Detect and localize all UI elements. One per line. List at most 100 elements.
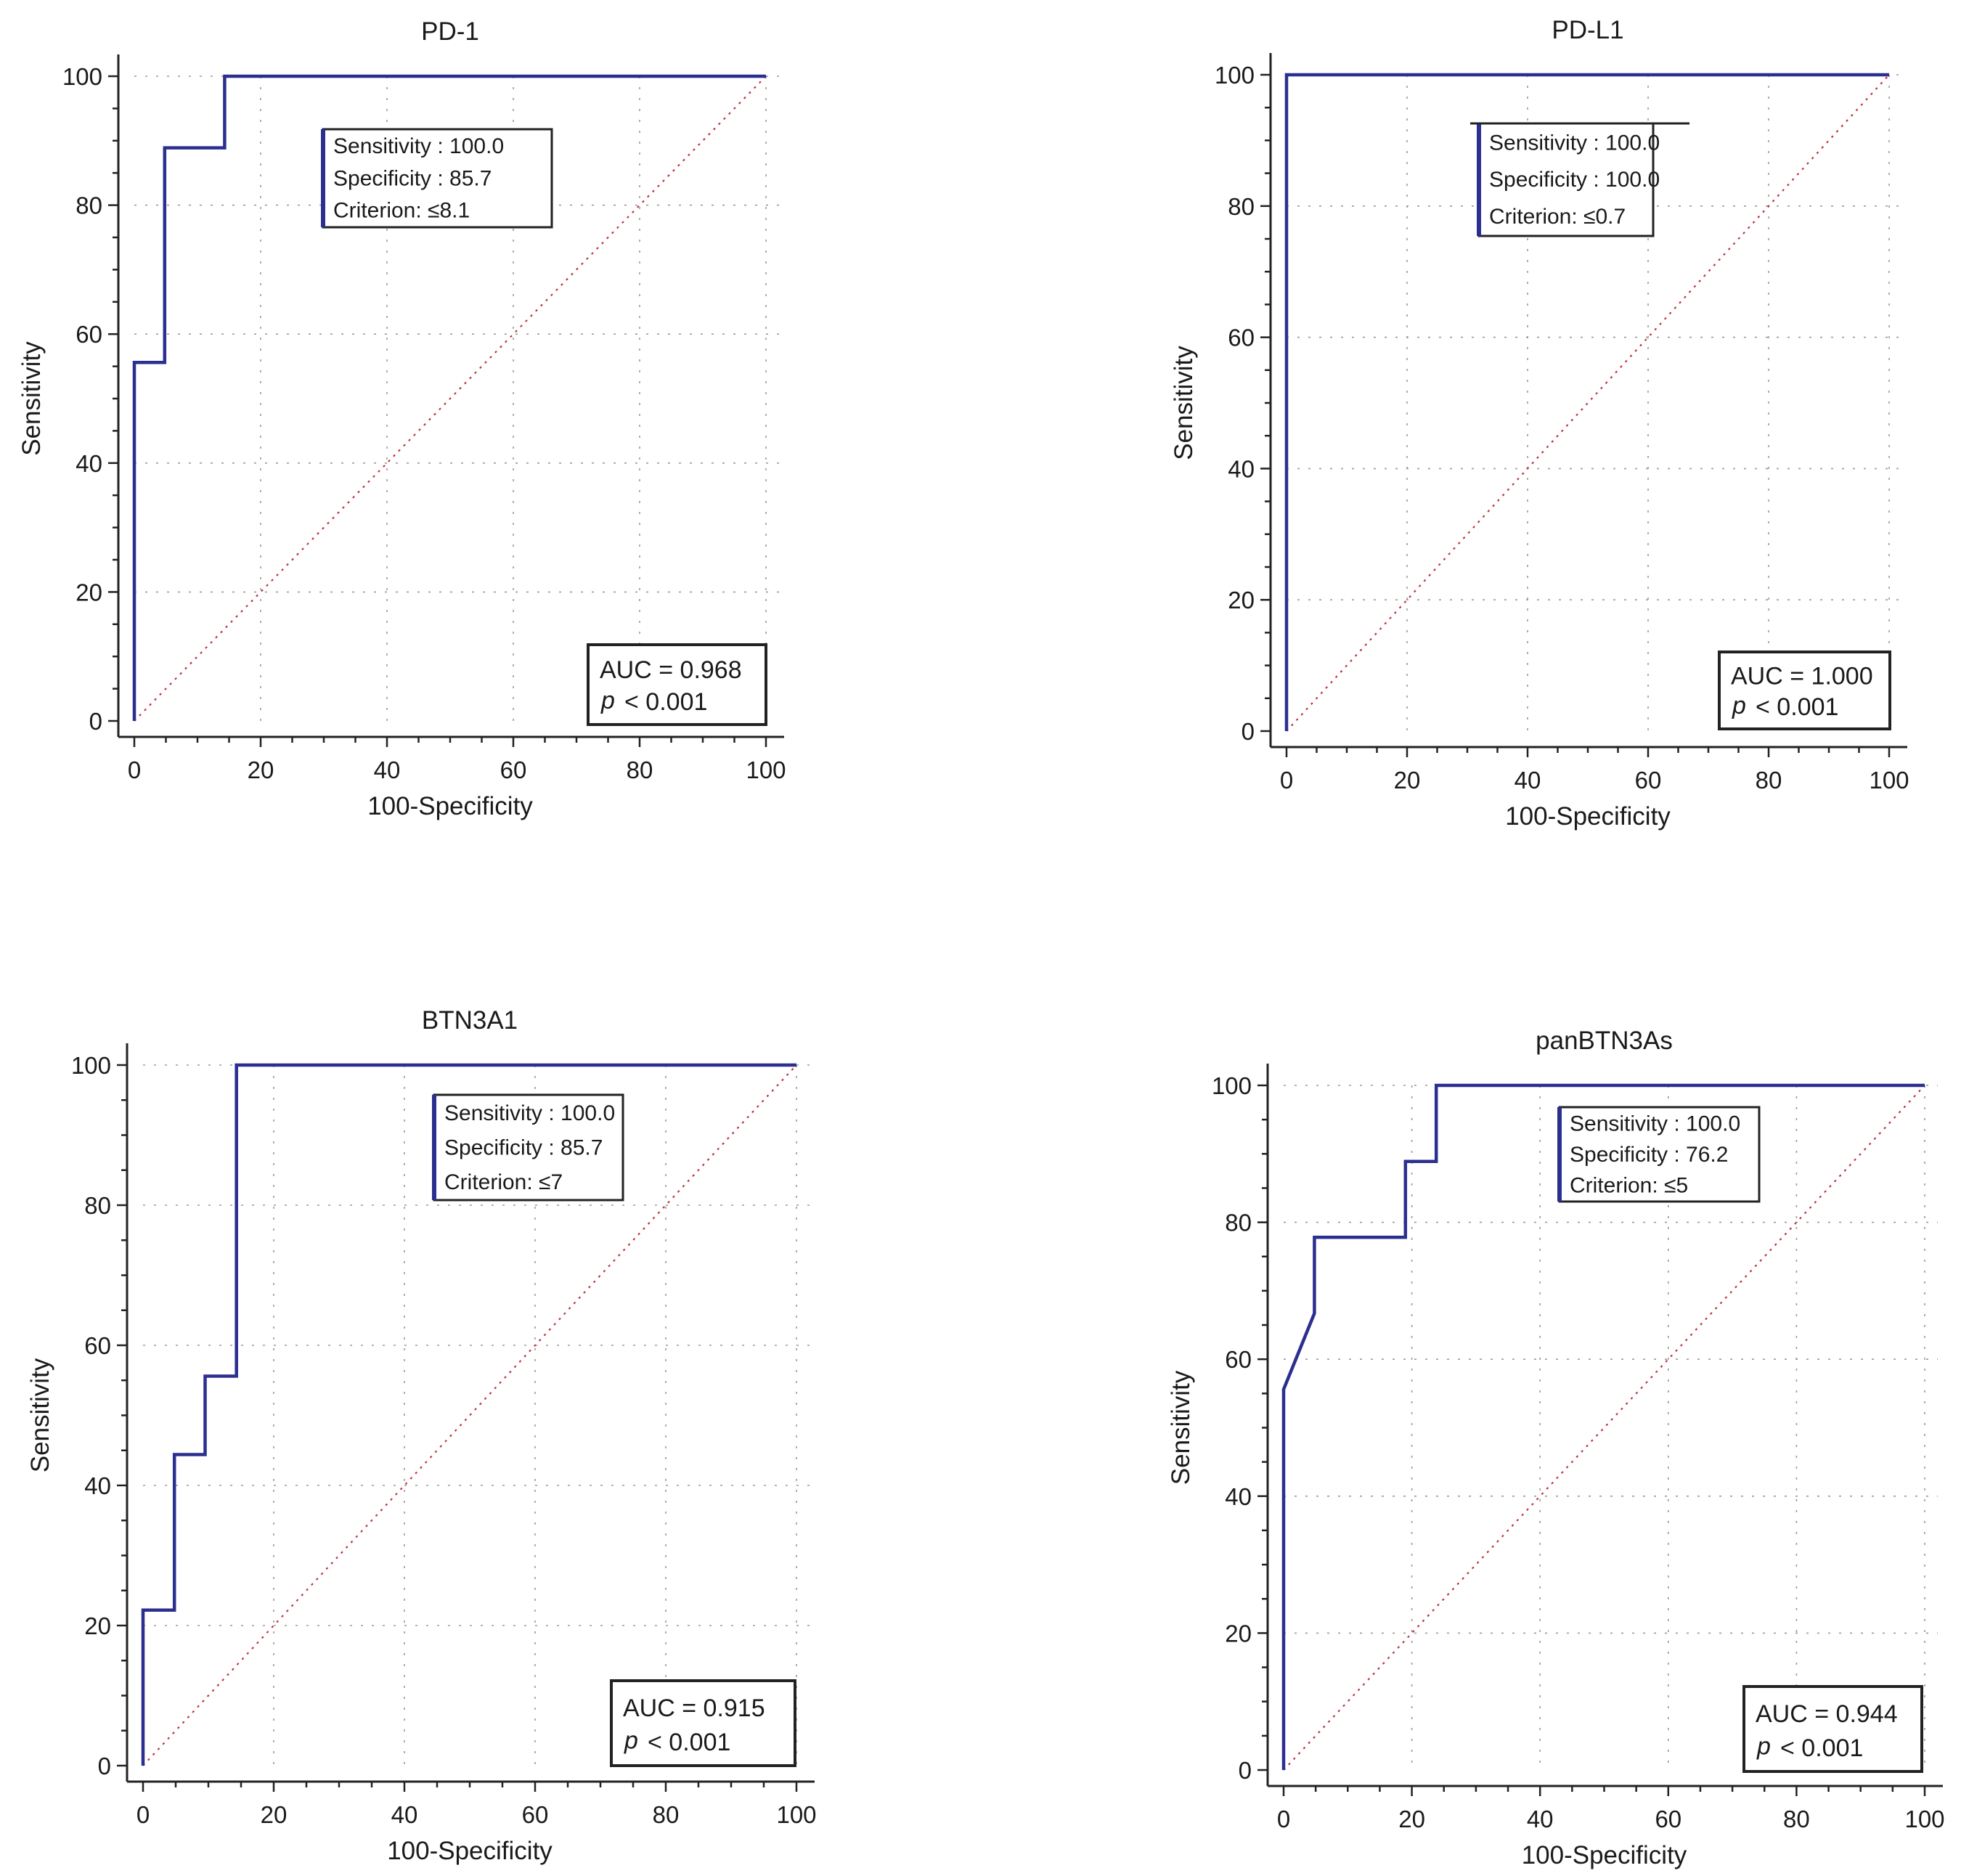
x-axis-label: 100-Specificity [387,1837,553,1865]
auc-value: AUC = 0.968 [600,656,742,684]
auc-value: AUC = 1.000 [1731,663,1873,690]
x-tick-label: 20 [261,1801,288,1828]
auc-box-frame [610,1679,796,1767]
criterion-box-line: Sensitivity : 100.0 [1570,1112,1740,1135]
x-tick-label: 80 [1783,1806,1810,1832]
x-axis-label: 100-Specificity [367,792,533,820]
x-tick-label: 60 [1635,767,1662,794]
criterion-box: Sensitivity : 100.0 Specificity : 100.0 Cr… [1470,122,1689,237]
chart-title: PD-1 [421,17,479,46]
x-axis-label: 100-Specificity [1522,1841,1687,1869]
y-tick-label: 80 [76,192,102,219]
y-tick-label: 20 [1225,1620,1252,1647]
y-tick-label: 0 [1242,718,1255,745]
auc-value: AUC = 0.915 [623,1694,765,1722]
x-tick-label: 60 [1655,1806,1681,1832]
p-symbol: p [624,1727,638,1755]
p-value: < 0.001 [1780,1734,1863,1762]
y-tick-label: 100 [1212,1072,1252,1099]
x-tick-label: 60 [522,1801,549,1828]
y-tick-label: 100 [1215,62,1255,89]
criterion-box-line: Criterion: ≤0.7 [1489,205,1626,229]
y-tick-label: 80 [84,1192,111,1219]
criterion-box-line: Specificity : 100.0 [1489,168,1660,192]
x-tick-label: 100 [776,1801,816,1828]
y-tick-label: 80 [1225,1210,1252,1236]
y-tick-label: 40 [1228,455,1255,482]
x-tick-label: 100 [746,756,786,783]
chart-title: BTN3A1 [422,1006,518,1035]
x-tick-label: 20 [248,756,274,783]
y-tick-label: 20 [84,1612,111,1639]
x-tick-label: 80 [1756,767,1782,794]
chart-title: PD-L1 [1552,16,1623,44]
x-axis-label: 100-Specificity [1505,802,1671,831]
x-tick-label: 100 [1904,1806,1944,1832]
criterion-box-frame [1558,1106,1761,1203]
roc-panel-2: 0 20 40 60 80 100 0 20 40 60 80 100 PD-L1 100-Specifi… [1170,16,1909,831]
y-tick-label: 100 [62,63,102,90]
auc-box: AUC = 0.944 p < 0.001 [1742,1685,1923,1773]
criterion-box-frame [322,128,553,229]
auc-box: AUC = 0.915 p < 0.001 [610,1679,796,1767]
y-tick-label: 0 [98,1753,111,1779]
p-symbol: p [600,687,615,714]
axes: 0 20 40 60 80 100 0 20 40 60 80 100 [71,1043,817,1828]
y-axis-label: Sensitivity [26,1358,54,1472]
criterion-box-line: Criterion: ≤7 [444,1170,563,1194]
criterion-box-line: Specificity : 76.2 [1570,1143,1728,1167]
p-value: < 0.001 [624,688,707,716]
criterion-box-line: Criterion: ≤5 [1570,1174,1688,1198]
y-tick-label: 40 [84,1472,111,1499]
x-tick-label: 0 [1277,1806,1290,1832]
y-tick-label: 0 [1239,1757,1252,1784]
auc-box: AUC = 0.968 p < 0.001 [587,643,767,726]
criterion-box-line: Sensitivity : 100.0 [333,134,504,158]
roc-panel-1: 0 20 40 60 80 100 0 20 40 60 80 100 PD-1 100-Specific… [17,17,786,820]
y-tick-label: 20 [76,579,102,605]
y-tick-label: 80 [1228,193,1255,220]
y-tick-label: 60 [1228,325,1255,351]
y-tick-label: 60 [84,1332,111,1359]
p-value: < 0.001 [648,1729,730,1756]
criterion-box: Sensitivity : 100.0 Specificity : 76.2 Cri… [1557,1106,1761,1203]
x-tick-label: 20 [1398,1806,1425,1832]
axes: 0 20 40 60 80 100 0 20 40 60 80 100 [62,54,786,783]
x-tick-label: 0 [128,756,141,783]
y-tick-label: 0 [89,708,102,735]
y-tick-label: 40 [76,450,102,477]
criterion-box-line: Specificity : 85.7 [444,1135,603,1159]
x-tick-label: 40 [374,756,401,783]
x-tick-label: 80 [653,1801,680,1828]
criterion-box: Sensitivity : 100.0 Specificity : 85.7 Cri… [432,1093,624,1202]
x-tick-label: 80 [627,756,653,783]
x-tick-label: 0 [136,1801,150,1828]
p-symbol: p [1732,692,1746,719]
roc-curve [1281,1083,1925,1770]
criterion-box-line: Sensitivity : 100.0 [1489,131,1660,155]
roc-curve [1284,73,1889,731]
x-tick-label: 40 [391,1801,418,1828]
x-tick-label: 20 [1394,767,1421,794]
p-value: < 0.001 [1756,693,1838,721]
x-tick-label: 100 [1869,767,1909,794]
roc-panel-4: 0 20 40 60 80 100 0 20 40 60 80 100 panBTN3As 100-Spe… [1167,1027,1945,1869]
y-tick-label: 20 [1228,587,1255,613]
diagonal-reference-line [1286,74,1890,732]
criterion-box-frame [433,1093,624,1202]
x-tick-label: 0 [1280,767,1293,794]
criterion-box-line: Specificity : 85.7 [333,166,492,190]
x-tick-label: 40 [1515,767,1541,794]
p-symbol: p [1756,1733,1771,1761]
y-axis-label: Sensitivity [1167,1370,1195,1485]
criterion-box-line: Sensitivity : 100.0 [444,1101,615,1125]
roc-curve [132,74,766,721]
auc-box-frame [587,643,767,726]
y-tick-label: 40 [1225,1483,1252,1510]
y-axis-label: Sensitivity [1170,346,1198,460]
x-tick-label: 40 [1527,1806,1554,1832]
y-tick-label: 60 [76,321,102,348]
y-tick-label: 60 [1225,1346,1252,1373]
